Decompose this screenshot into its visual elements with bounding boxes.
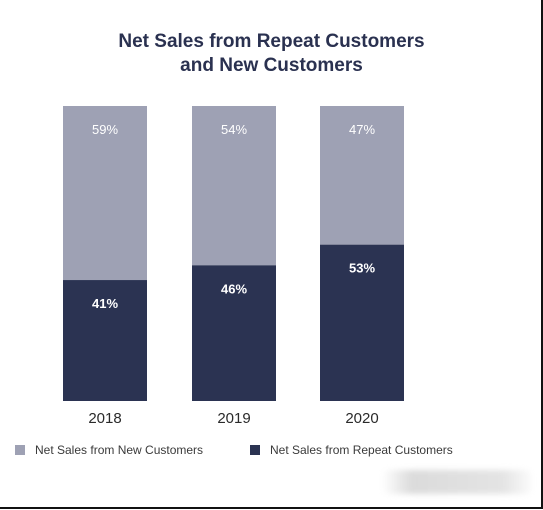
bar-new-2018 — [63, 106, 147, 281]
legend-label-new: Net Sales from New Customers — [35, 443, 204, 457]
chart-title-line-2: and New Customers — [180, 55, 363, 76]
data-label-new-2020: 47% — [349, 122, 375, 137]
bar-new-2019 — [192, 106, 276, 266]
data-label-new-2019: 54% — [221, 122, 247, 137]
legend-item-repeat: Net Sales from Repeat Customers — [250, 443, 453, 457]
legend-item-new: Net Sales from New Customers — [15, 443, 203, 457]
bar-repeat-2018 — [63, 280, 147, 401]
watermark-blur — [382, 470, 532, 494]
x-tick-label-2020: 2020 — [345, 410, 378, 427]
legend-swatch-new — [15, 445, 25, 455]
chart-title-line-1: Net Sales from Repeat Customers — [118, 31, 425, 52]
chart-title: Net Sales from Repeat Customers and New … — [0, 30, 543, 78]
data-label-repeat-2020: 53% — [349, 261, 375, 276]
legend-swatch-repeat — [250, 445, 260, 455]
x-tick-label-2018: 2018 — [88, 410, 121, 427]
data-label-repeat-2018: 41% — [92, 296, 118, 311]
x-tick-label-2019: 2019 — [217, 410, 250, 427]
bar-new-2020 — [320, 106, 404, 245]
bar-repeat-2020 — [320, 244, 404, 401]
data-label-repeat-2019: 46% — [221, 281, 247, 296]
legend-label-repeat: Net Sales from Repeat Customers — [270, 443, 453, 457]
bar-repeat-2019 — [192, 265, 276, 401]
data-label-new-2018: 59% — [92, 122, 118, 137]
